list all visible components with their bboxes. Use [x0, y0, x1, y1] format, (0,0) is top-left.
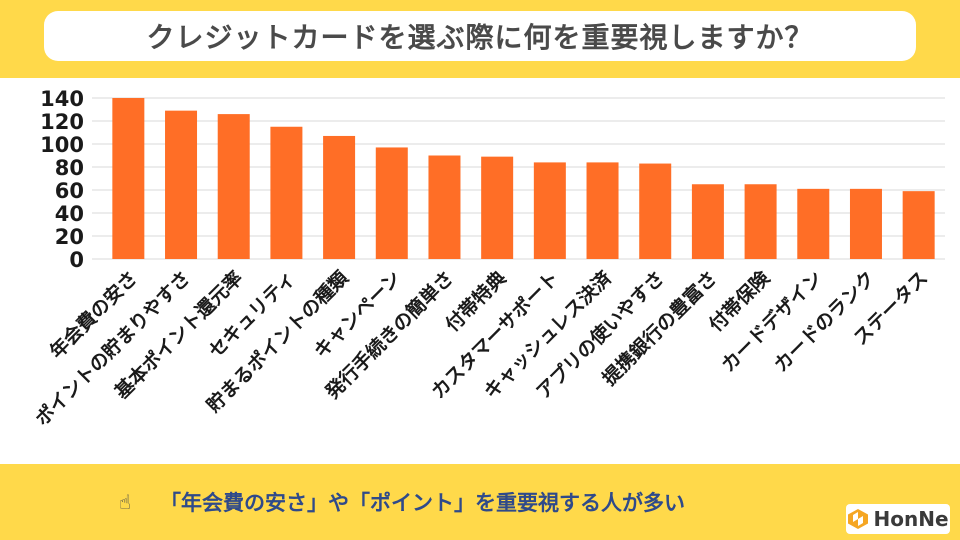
y-tick-label: 140 [40, 87, 84, 111]
bar [112, 98, 145, 259]
x-axis-labels: 年会費の安さポイントの貯まりやすさ基本ポイント還元率セキュリティ貯まるポイントの… [31, 266, 933, 431]
bar [902, 191, 935, 259]
bar [849, 188, 882, 259]
y-tick-label: 40 [55, 202, 84, 226]
footer: ☝ 「年会費の安さ」や「ポイント」を重要視する人が多い HonNe [0, 464, 960, 540]
bar [744, 184, 777, 259]
bar [165, 110, 198, 260]
bars [112, 98, 935, 260]
y-tick-label: 100 [40, 133, 84, 157]
bar [797, 188, 830, 259]
caption-text: 「年会費の安さ」や「ポイント」を重要視する人が多い [160, 491, 685, 515]
pointing-hand-icon: ☝ [118, 490, 132, 514]
bar [481, 156, 514, 259]
logo-text: HonNe [873, 507, 949, 531]
y-tick-label: 20 [55, 225, 84, 249]
bar [217, 114, 250, 259]
y-tick-label: 60 [55, 179, 84, 203]
honne-logo: HonNe [846, 504, 950, 534]
bar [639, 163, 672, 259]
bar [586, 162, 619, 259]
bar [270, 126, 303, 259]
bar [428, 155, 461, 259]
chart-panel: 0 20 40 60 80 100 120 140 年会費の安さ ポイントの貯まりやすさ 基本ポイ… [0, 78, 960, 464]
y-tick-label: 0 [69, 248, 84, 272]
bar [375, 147, 408, 259]
bar [533, 162, 566, 259]
bar [323, 135, 356, 259]
y-tick-label: 120 [40, 110, 84, 134]
caption: ☝ 「年会費の安さ」や「ポイント」を重要視する人が多い [112, 484, 685, 520]
bar [691, 184, 724, 259]
page-title: クレジットカードを選ぶ際に何を重要視しますか？ [44, 11, 916, 61]
y-tick-label: 80 [55, 156, 84, 180]
logo-mark-icon [848, 509, 869, 529]
